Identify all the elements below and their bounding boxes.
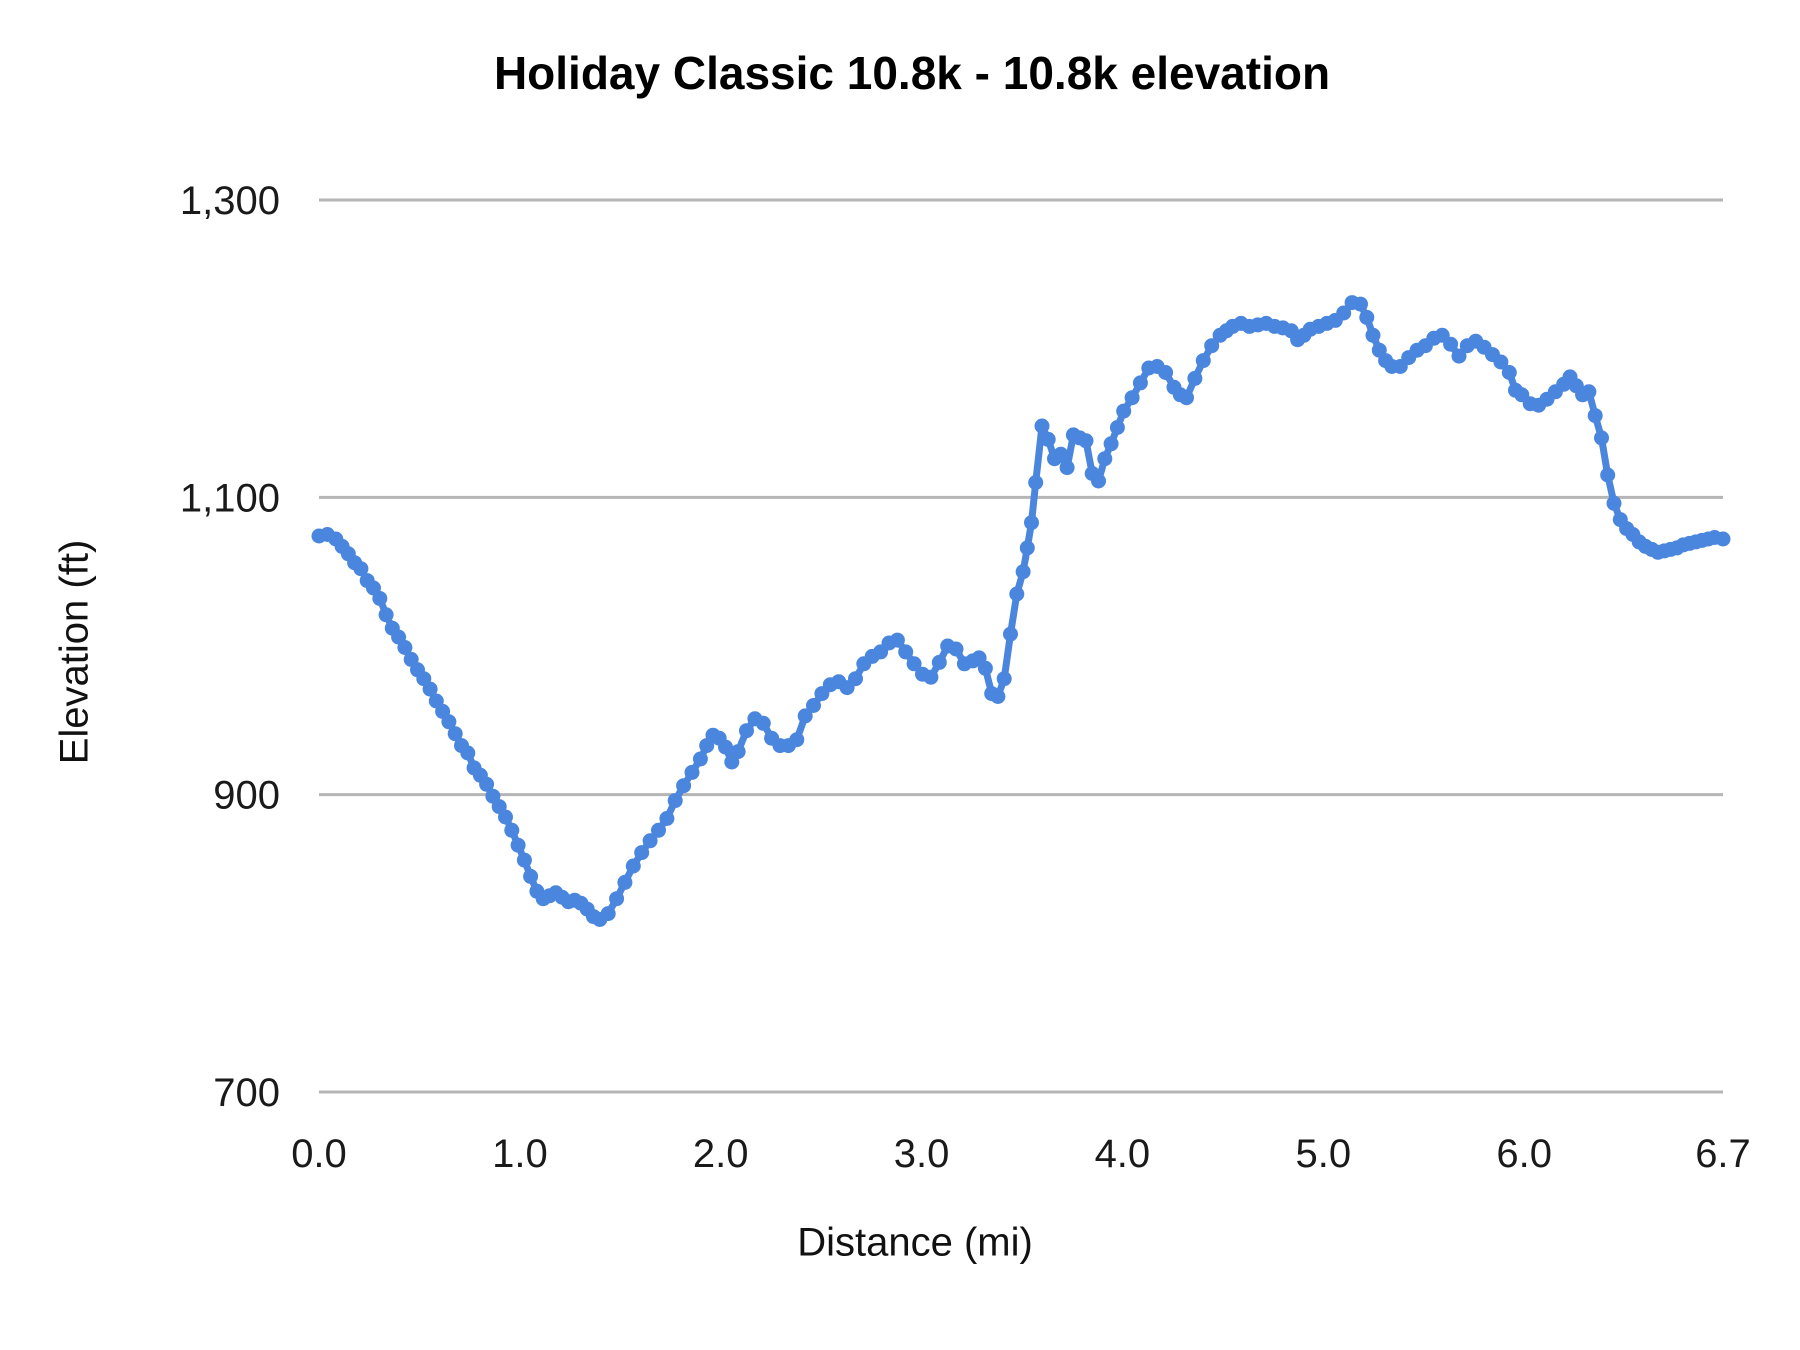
data-point xyxy=(1109,420,1125,435)
data-point xyxy=(730,744,746,760)
data-point xyxy=(1019,540,1035,556)
y-axis-title: Elevation (ft) xyxy=(52,539,97,765)
chart-title: Holiday Classic 10.8k - 10.8k elevation xyxy=(493,47,1331,99)
x-tick-label: 6.7 xyxy=(1695,1132,1751,1176)
data-point xyxy=(948,641,964,657)
data-point xyxy=(642,833,658,849)
data-point xyxy=(1124,390,1140,406)
data-point xyxy=(372,590,388,606)
data-point xyxy=(1091,473,1106,489)
x-tick-label: 6.0 xyxy=(1496,1132,1552,1176)
data-point xyxy=(718,739,733,755)
data-point xyxy=(1359,309,1375,325)
data-point xyxy=(789,732,805,748)
data-point xyxy=(1581,384,1597,400)
data-point xyxy=(1003,626,1018,642)
data-point xyxy=(659,811,675,826)
data-point xyxy=(609,891,625,907)
data-point xyxy=(422,681,438,697)
data-point xyxy=(1078,433,1094,449)
data-point xyxy=(667,793,683,809)
data-point xyxy=(1059,460,1075,476)
data-point xyxy=(931,654,947,670)
x-tick-label: 3.0 xyxy=(894,1132,950,1176)
data-point xyxy=(523,868,539,884)
data-point xyxy=(353,561,369,577)
x-tick-label: 0.0 xyxy=(291,1132,347,1176)
data-point xyxy=(1179,390,1194,406)
data-point xyxy=(1097,451,1113,467)
data-point xyxy=(1195,353,1211,369)
data-point xyxy=(447,726,463,742)
data-point xyxy=(1353,296,1368,312)
data-point xyxy=(651,822,666,838)
x-tick-label: 1.0 xyxy=(492,1132,548,1176)
data-point xyxy=(797,708,813,724)
y-tick-label: 700 xyxy=(213,1071,280,1115)
data-point xyxy=(1053,446,1069,462)
y-tick-label: 900 xyxy=(213,774,280,818)
data-point xyxy=(510,837,526,853)
x-tick-label: 4.0 xyxy=(1095,1132,1151,1176)
data-point xyxy=(1336,305,1352,321)
data-point xyxy=(1594,430,1609,446)
y-tick-label: 1,100 xyxy=(180,476,280,520)
y-tick-label: 1,300 xyxy=(180,179,280,223)
data-point xyxy=(1024,515,1039,531)
data-point xyxy=(1501,365,1517,380)
data-point xyxy=(1028,475,1044,490)
data-point xyxy=(1034,418,1050,434)
data-point xyxy=(1606,495,1622,511)
data-point xyxy=(1132,375,1148,391)
data-point xyxy=(1600,467,1616,483)
data-point xyxy=(1015,564,1031,580)
data-point xyxy=(617,874,633,890)
data-point xyxy=(460,745,476,761)
data-point xyxy=(516,852,532,868)
data-point xyxy=(1158,365,1174,380)
data-point xyxy=(634,845,650,861)
data-point xyxy=(479,776,495,792)
data-point xyxy=(1451,348,1467,364)
data-point xyxy=(625,858,641,874)
data-point xyxy=(1365,327,1381,343)
data-point xyxy=(889,632,905,648)
data-point xyxy=(676,778,692,794)
data-point xyxy=(1204,338,1220,354)
data-point xyxy=(1009,586,1025,602)
data-point xyxy=(806,698,821,713)
data-point xyxy=(1116,403,1132,419)
data-point xyxy=(504,822,520,838)
data-point xyxy=(397,640,413,655)
data-point xyxy=(1587,408,1603,424)
data-point xyxy=(692,751,708,767)
data-point xyxy=(1187,370,1203,386)
data-point xyxy=(1103,436,1119,452)
data-point xyxy=(1493,354,1509,370)
data-point xyxy=(600,906,616,922)
data-point xyxy=(990,689,1006,704)
data-point xyxy=(996,671,1012,687)
data-point xyxy=(1040,431,1056,447)
data-point xyxy=(378,607,394,623)
data-point xyxy=(906,656,922,672)
data-point xyxy=(923,669,939,685)
data-point xyxy=(977,660,993,676)
data-point xyxy=(684,764,700,780)
x-tick-label: 5.0 xyxy=(1295,1132,1351,1176)
x-tick-label: 2.0 xyxy=(693,1132,749,1176)
data-point xyxy=(898,644,914,660)
data-point xyxy=(848,671,863,687)
data-point xyxy=(1715,531,1731,547)
data-point xyxy=(739,723,754,739)
x-axis-title: Distance (mi) xyxy=(797,1220,1033,1265)
data-point xyxy=(1443,336,1459,352)
data-point xyxy=(498,809,513,825)
data-point xyxy=(441,714,457,730)
data-point xyxy=(755,715,771,731)
